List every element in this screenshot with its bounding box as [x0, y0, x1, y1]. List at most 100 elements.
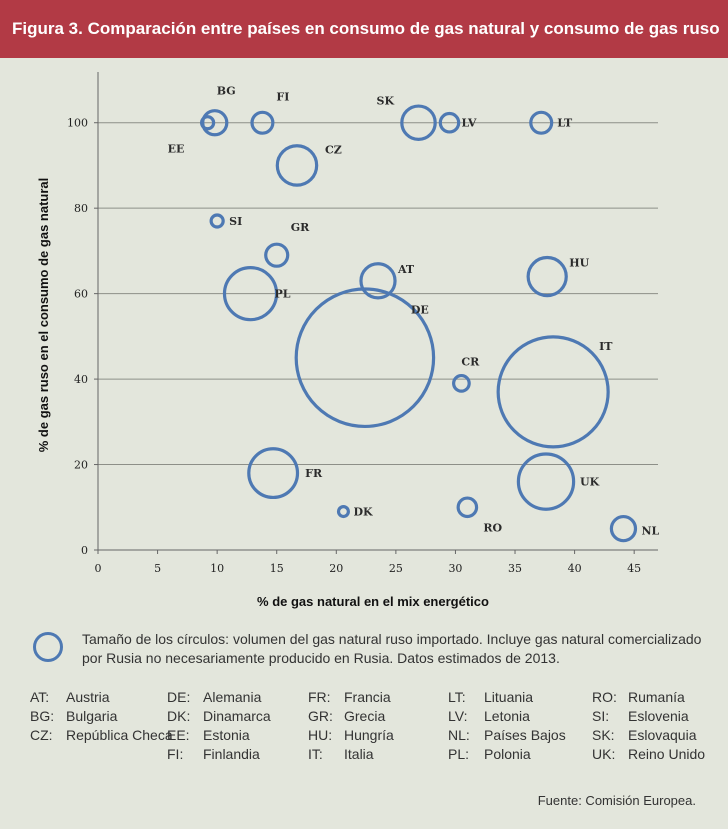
bubble-sk — [400, 104, 437, 142]
legend-country: Polonia — [484, 746, 531, 762]
bubble-label-fr: FR — [305, 467, 323, 480]
legend-country: Estonia — [203, 727, 250, 743]
legend-code: IT: — [308, 746, 323, 762]
country-legend: AT: Austria BG: Bulgaria CZ: República Checa D… — [30, 688, 720, 768]
bubble-ee — [199, 115, 216, 131]
bubble-fr — [247, 447, 300, 500]
y-axis-title: % de gas ruso en el consumo de gas natur… — [36, 178, 51, 453]
bubble-label-ee: EE — [168, 143, 185, 156]
x-tick-label: 25 — [389, 562, 403, 575]
legend-code: NL: — [448, 727, 470, 743]
size-note-text: Tamaño de los círculos: volumen del gas … — [82, 631, 702, 666]
y-tick-label: 60 — [74, 288, 88, 301]
x-tick-label: 40 — [568, 562, 582, 575]
legend-code: FR: — [308, 689, 331, 705]
y-tick-label: 0 — [81, 544, 88, 557]
legend-code: DE: — [167, 689, 191, 705]
legend-item: EE: Estonia — [167, 726, 313, 745]
legend-code: SK: — [592, 727, 615, 743]
chart-svg: 0 20 40 60 80 100 0 5 10 15 20 25 30 35 40 45 % de gas n… — [36, 72, 660, 609]
bubble-label-pl: PL — [275, 288, 291, 301]
legend-item: DE: Alemania — [167, 688, 313, 707]
legend-country: Dinamarca — [203, 708, 271, 724]
x-tick-label: 20 — [329, 562, 343, 575]
legend-item: CZ: República Checa — [30, 726, 176, 745]
size-note: Tamaño de los círculos: volumen del gas … — [30, 630, 720, 674]
bubble-label-gr: GR — [291, 221, 310, 234]
bubble-cr — [452, 373, 471, 393]
bubble-de — [294, 287, 436, 429]
x-tick-label: 0 — [95, 562, 102, 575]
legend-item: HU: Hungría — [308, 726, 454, 745]
legend-column: FR: Francia GR: Grecia HU: Hungría IT: Italia — [308, 688, 454, 764]
legend-country: República Checa — [66, 727, 173, 743]
bubble-lv — [438, 111, 461, 134]
figure-header: Figura 3. Comparación entre países en co… — [0, 0, 728, 58]
bubble-nl — [609, 514, 638, 543]
y-tick-label: 100 — [67, 117, 88, 130]
legend-country: Lituania — [484, 689, 534, 705]
bubble-label-fi: FI — [276, 91, 289, 104]
legend-code: HU: — [308, 727, 333, 743]
y-tick-label: 80 — [74, 202, 88, 215]
legend-item: GR: Grecia — [308, 707, 454, 726]
bubble-dk — [336, 505, 350, 519]
legend-code: AT: — [30, 689, 50, 705]
x-axis-title: % de gas natural en el mix energético — [257, 594, 489, 609]
x-tick-label: 15 — [270, 562, 284, 575]
legend-country: Rumanía — [628, 689, 685, 705]
legend-column: RO: Rumanía SI: Eslovenia SK: Eslovaquia UK: Re… — [592, 688, 728, 764]
legend-country: Italia — [344, 746, 374, 762]
bubble-label-ro: RO — [483, 521, 502, 534]
legend-column: AT: Austria BG: Bulgaria CZ: República Checa — [30, 688, 176, 745]
bubble-cz — [275, 144, 319, 187]
legend-code: LV: — [448, 708, 468, 724]
legend-code: GR: — [308, 708, 333, 724]
x-tick-label: 5 — [154, 562, 161, 575]
bubble-label-at: AT — [397, 263, 415, 276]
y-tick-label: 20 — [74, 459, 88, 472]
bubble-legend-icon — [33, 632, 63, 662]
x-tick-label: 30 — [448, 562, 462, 575]
legend-item: NL: Países Bajos — [448, 726, 594, 745]
bubble-uk — [516, 452, 576, 511]
bubble-lt — [529, 110, 554, 135]
figure-title: Figura 3. Comparación entre países en co… — [12, 19, 720, 38]
legend-country: Letonia — [484, 708, 530, 724]
bubble-label-uk: UK — [580, 476, 600, 489]
bubble-label-dk: DK — [353, 506, 373, 519]
bubble-label-si: SI — [229, 215, 242, 228]
bubble-label-nl: NL — [641, 525, 659, 538]
bubble-chart: 0 20 40 60 80 100 0 5 10 15 20 25 30 35 40 45 % de gas n… — [0, 58, 728, 628]
legend-item: LV: Letonia — [448, 707, 594, 726]
bubble-label-sk: SK — [377, 95, 395, 108]
legend-item: BG: Bulgaria — [30, 707, 176, 726]
bubble-label-lt: LT — [557, 117, 573, 130]
legend-country: Eslovenia — [628, 708, 689, 724]
bubble-label-hu: HU — [569, 257, 589, 270]
legend-code: DK: — [167, 708, 191, 724]
legend-country: Reino Unido — [628, 746, 706, 762]
x-tick-label: 45 — [627, 562, 641, 575]
legend-code: BG: — [30, 708, 55, 724]
legend-code: EE: — [167, 727, 190, 743]
source-note: Fuente: Comisión Europea. — [537, 793, 696, 808]
legend-code: PL: — [448, 746, 470, 762]
bubble-it — [496, 335, 610, 449]
legend-item: SK: Eslovaquia — [592, 726, 728, 745]
x-tick-label: 35 — [508, 562, 522, 575]
legend-item: FR: Francia — [308, 688, 454, 707]
bubble-si — [209, 213, 225, 229]
y-tick-label: 40 — [74, 373, 88, 386]
bubble-fi — [250, 110, 275, 135]
legend-country: Hungría — [344, 727, 394, 743]
legend-country: Países Bajos — [484, 727, 566, 743]
legend-country: Francia — [344, 689, 391, 705]
legend-code: LT: — [448, 689, 466, 705]
legend-code: SI: — [592, 708, 610, 724]
legend-item: FI: Finlandia — [167, 745, 313, 764]
bubble-gr — [264, 242, 290, 268]
legend-code: RO: — [592, 689, 617, 705]
bubble-hu — [526, 255, 568, 298]
legend-item: RO: Rumanía — [592, 688, 728, 707]
